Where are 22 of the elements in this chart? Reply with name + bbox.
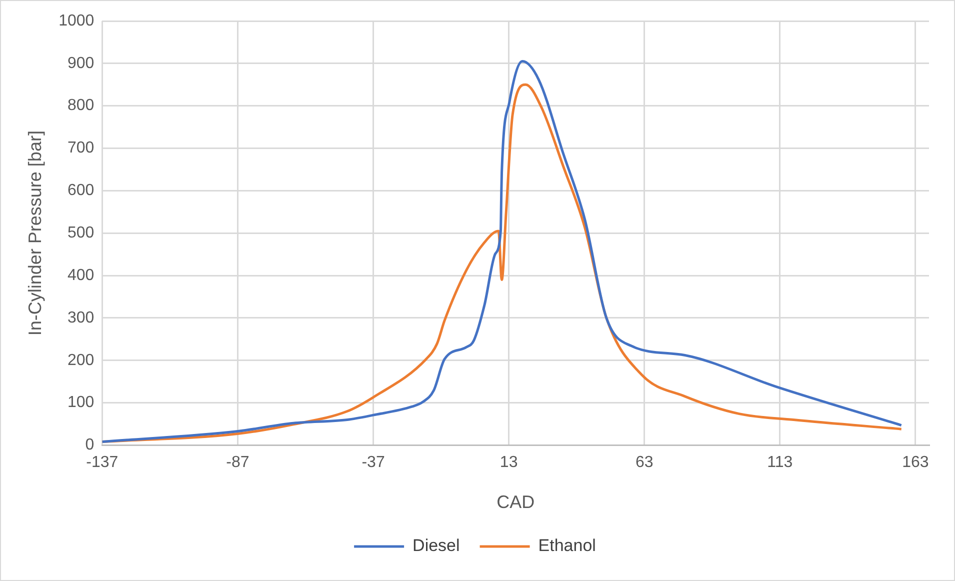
y-tick-label: 400 [67, 266, 94, 284]
legend-label: Ethanol [538, 536, 596, 556]
x-tick-label: -37 [362, 454, 385, 472]
y-tick-label: 100 [67, 394, 94, 412]
y-tick-label: 800 [67, 97, 94, 114]
x-tick-label: 13 [500, 454, 518, 472]
y-axis-title: In-Cylinder Pressure [bar] [24, 130, 45, 336]
y-tick-label: 300 [67, 309, 94, 326]
x-tick-label: 63 [635, 454, 654, 472]
y-tick-label: 0 [85, 436, 94, 454]
x-axis-title: CAD [496, 492, 535, 512]
y-tick-label: 900 [67, 54, 94, 72]
legend-label: Diesel [412, 536, 460, 556]
x-tick-label: -137 [86, 454, 118, 472]
y-tick-label: 200 [67, 352, 94, 369]
y-tick-label: 500 [67, 224, 94, 242]
y-tick-label: 1000 [58, 12, 94, 30]
y-tick-label: 700 [67, 140, 94, 157]
x-tick-label: 163 [902, 454, 929, 472]
y-tick-label: 600 [67, 182, 94, 200]
x-tick-label: 113 [767, 454, 793, 472]
x-tick-label: -87 [226, 454, 250, 472]
